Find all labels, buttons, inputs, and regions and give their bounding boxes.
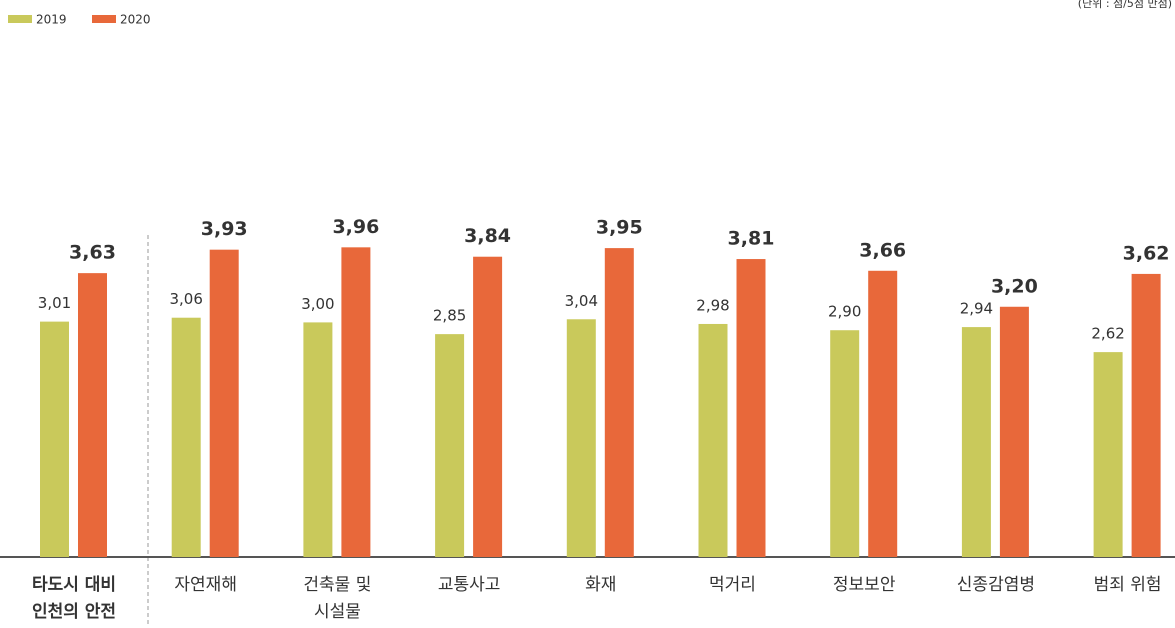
value-label: 2,90	[828, 303, 861, 321]
bar	[473, 256, 503, 557]
bar	[78, 273, 107, 557]
value-label: 3,01	[38, 294, 71, 312]
x-tick-label: 건축물 및 시설물	[303, 575, 371, 622]
legend-swatch	[8, 15, 32, 23]
value-label: 3,04	[565, 292, 598, 310]
bar	[303, 322, 333, 557]
value-label: 2,85	[433, 307, 466, 325]
value-label: 3,93	[201, 218, 248, 240]
bar	[209, 249, 239, 557]
bar	[435, 334, 465, 557]
bar	[40, 321, 69, 557]
bar	[341, 247, 371, 557]
legend-label: 2019	[36, 13, 67, 27]
x-tick-label: 정보보안	[833, 575, 896, 595]
bar	[566, 319, 596, 557]
value-label: 3,84	[464, 225, 511, 247]
x-tick-label: 타도시 대비 인천의 안전	[32, 575, 116, 622]
bar	[868, 270, 898, 557]
value-label: 3,06	[169, 290, 202, 308]
x-tick-label: 화재	[585, 575, 616, 595]
value-label: 2,98	[696, 296, 729, 314]
x-tick-label: 신종감염병	[957, 575, 1035, 595]
value-label: 3,95	[596, 217, 643, 239]
value-label: 2,94	[960, 300, 993, 318]
value-label: 3,62	[1123, 242, 1170, 264]
bar	[961, 327, 991, 557]
legend-swatch	[92, 15, 116, 23]
bar	[736, 259, 766, 557]
bar	[604, 248, 634, 558]
legend-label: 2020	[120, 13, 151, 27]
bar	[1093, 352, 1123, 557]
x-tick-label: 자연재해	[174, 575, 237, 595]
value-label: 3,20	[991, 275, 1038, 297]
bar	[171, 317, 201, 557]
bar	[999, 306, 1029, 557]
x-tick-label: 교통사고	[438, 575, 501, 595]
unit-note: (단위 : 점/5점 만점)	[1078, 0, 1172, 10]
value-label: 3,63	[69, 242, 116, 264]
value-label: 3,66	[859, 239, 906, 261]
bar	[1131, 273, 1161, 557]
value-label: 3,00	[301, 295, 334, 313]
value-label: 3,96	[332, 216, 379, 238]
bar	[698, 323, 728, 557]
bar	[830, 330, 860, 557]
value-label: 3,81	[728, 228, 775, 250]
x-tick-label: 먹거리	[709, 575, 756, 595]
value-label: 2,62	[1091, 325, 1124, 343]
x-tick-label: 범죄 위험	[1094, 575, 1162, 595]
